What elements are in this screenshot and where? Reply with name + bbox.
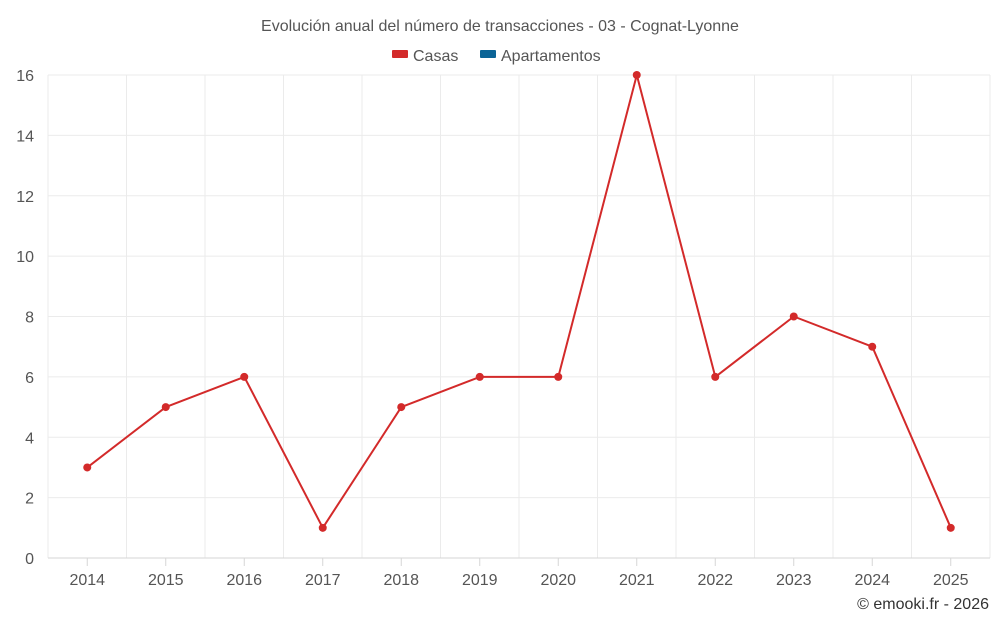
x-tick-label: 2017 xyxy=(305,572,341,589)
data-point[interactable] xyxy=(83,463,92,472)
x-tick-label: 2024 xyxy=(854,572,890,589)
legend-label: Apartamentos xyxy=(501,48,601,65)
series xyxy=(83,71,955,532)
data-point[interactable] xyxy=(554,372,563,381)
legend-item-casas[interactable]: Casas xyxy=(392,48,458,65)
y-tick-label: 6 xyxy=(25,370,34,387)
data-point[interactable] xyxy=(397,403,406,412)
chart-title: Evolución anual del número de transaccio… xyxy=(261,18,739,35)
y-tick-label: 8 xyxy=(25,310,34,327)
data-point[interactable] xyxy=(868,342,877,351)
data-point[interactable] xyxy=(946,523,955,532)
y-tick-label: 12 xyxy=(16,189,34,206)
y-tick-label: 0 xyxy=(25,551,34,568)
y-tick-label: 2 xyxy=(25,491,34,508)
axes: 0 2 4 6 8 10 12 14 16 2014 2015 2016 2017 2018 2019 202… xyxy=(16,68,990,589)
x-tick-label: 2014 xyxy=(69,572,105,589)
data-point[interactable] xyxy=(161,403,170,412)
data-point[interactable] xyxy=(632,71,641,79)
data-point[interactable] xyxy=(711,372,720,381)
y-tick-label: 14 xyxy=(16,128,34,145)
credit-text: © emooki.fr - 2026 xyxy=(857,596,989,613)
legend-swatch xyxy=(480,50,496,58)
y-tick-label: 4 xyxy=(25,430,34,447)
data-point[interactable] xyxy=(318,523,327,532)
x-tick-label: 2019 xyxy=(462,572,498,589)
x-tick-label: 2021 xyxy=(619,572,655,589)
y-tick-label: 16 xyxy=(16,68,34,85)
data-point[interactable] xyxy=(240,372,249,381)
y-tick-label: 10 xyxy=(16,249,34,266)
legend: Casas Apartamentos xyxy=(392,48,601,65)
data-point[interactable] xyxy=(475,372,484,381)
x-tick-label: 2016 xyxy=(226,572,262,589)
x-tick-label: 2018 xyxy=(383,572,419,589)
x-tick-label: 2020 xyxy=(540,572,576,589)
grid xyxy=(47,74,991,558)
legend-swatch xyxy=(392,50,408,58)
x-tick-label: 2023 xyxy=(776,572,812,589)
legend-label: Casas xyxy=(413,48,458,65)
legend-item-apartamentos[interactable]: Apartamentos xyxy=(480,48,601,65)
x-tick-label: 2015 xyxy=(148,572,184,589)
series-line-casas xyxy=(86,74,952,529)
data-point[interactable] xyxy=(789,312,798,321)
x-tick-label: 2022 xyxy=(697,572,733,589)
x-tick-label: 2025 xyxy=(933,572,969,589)
